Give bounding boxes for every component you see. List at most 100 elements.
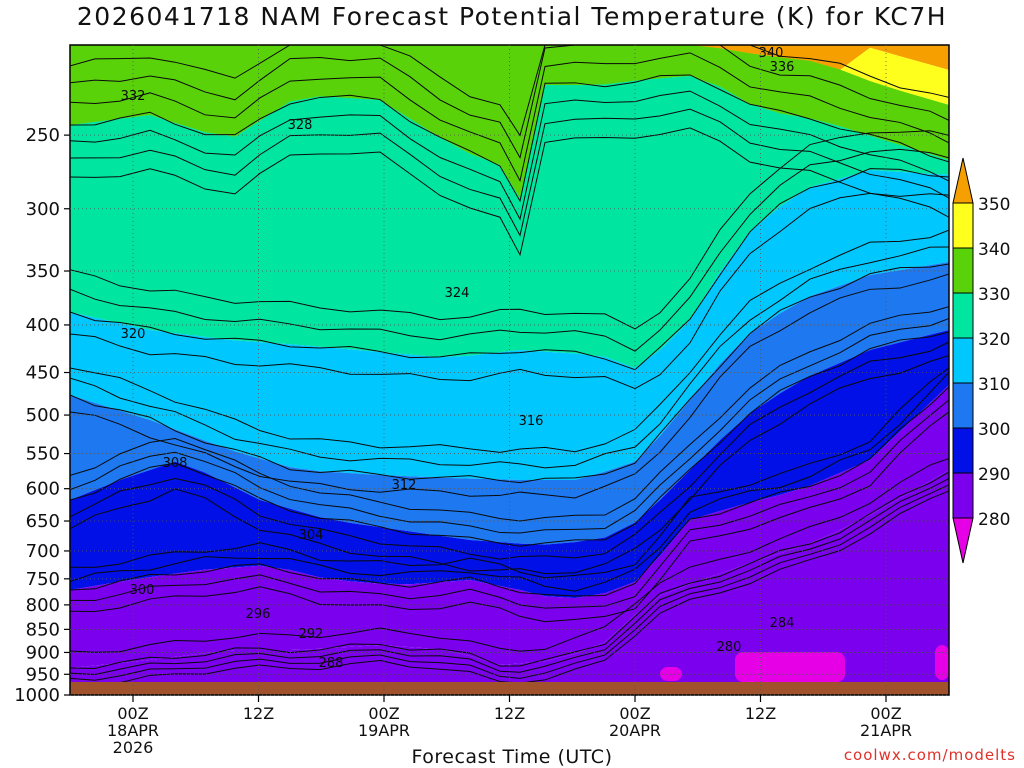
plot-area [70,45,949,695]
contour-label: 324 [445,286,470,301]
y-tick-label: 900 [26,642,60,663]
contour-line [70,411,949,623]
contour-line [70,341,949,560]
contour-line [70,74,949,203]
contour-label: 296 [246,607,271,622]
contour-label: 288 [319,656,344,671]
contour-line [70,273,949,499]
colorbar-label: 300 [978,420,1010,440]
x-tick-label: 00Z [619,704,650,723]
below-280-pocket [660,667,682,681]
contour-line [70,471,949,669]
contour-line [70,90,949,221]
y-tick-label: 600 [26,479,60,500]
y-tick-label: 500 [26,405,60,426]
colorbar-segment [952,247,974,294]
contour-line [70,478,949,675]
contour-line [70,192,949,390]
contour-line [70,306,949,522]
contour-label: 336 [770,60,795,75]
contour-label: 328 [288,118,313,133]
band-280-290 [70,385,949,668]
band-near-surface [70,470,949,695]
colorbar-label: 280 [978,510,1010,530]
contour-label: 332 [121,89,146,104]
contour-line [70,45,949,137]
contour-line [70,399,949,609]
contour-line [70,127,949,257]
colorbar-segment [952,292,974,339]
contour-label: 284 [770,616,795,631]
y-tick-label: 400 [26,315,60,336]
x-tick-label: 00Z [117,704,148,723]
x-tick-label: 12Z [745,704,776,723]
y-tick-label: 350 [26,261,60,282]
contour-line [70,371,949,592]
contour-line [70,148,949,352]
colorbar-segment [952,472,974,519]
contour-line [70,386,949,597]
contour-line [70,45,949,160]
y-tick-label: 450 [26,363,60,384]
colorbar-label: 290 [978,465,1010,485]
colorbar-cap-bottom [952,517,974,564]
x-tick-label: 12Z [494,704,525,723]
contour-line [70,331,949,547]
x-tick-label: 00Z [368,704,399,723]
y-tick-label: 950 [26,664,60,685]
x-tick-date: 21APR [860,721,912,740]
contour-line [70,246,949,469]
colorbar-label: 350 [978,195,1010,215]
grid-lines [70,45,949,696]
contour-line [70,367,949,579]
colorbar-label: 310 [978,375,1010,395]
colorbar-segment [952,427,974,474]
band-290-300 [70,330,949,599]
y-tick-label: 850 [26,619,60,640]
contour-label: 304 [299,528,324,543]
y-tick-label: 650 [26,511,60,532]
contour-line [70,229,949,453]
contour-line [70,317,949,534]
y-tick-label: 550 [26,444,60,465]
colorbar-segment [952,382,974,429]
colorbar-segment [952,202,974,249]
y-tick-label: 300 [26,199,60,220]
contour-line [70,52,949,183]
contour-line [70,108,949,237]
contour-label: 316 [519,414,544,429]
x-axis-title: Forecast Time (UTC) [411,746,613,768]
contour-line [70,484,949,681]
contour-label: 320 [121,327,146,342]
contour-line [70,263,949,484]
y-tick-label: 1000 [14,685,60,706]
contour-label: 280 [717,640,742,655]
y-tick-label: 700 [26,541,60,562]
contour-label: 340 [759,46,784,61]
x-tick-date: 20APR [609,721,661,740]
contour-line [70,458,949,653]
contour-label: 300 [130,583,155,598]
colorbar-segment [952,337,974,384]
contour-label: 308 [163,456,188,471]
x-tick-year: 2026 [113,738,154,757]
credit-text: coolwx.com/modelts [843,746,1016,764]
colorbar: 350 340 330 320 310 300 290 280 [952,157,1010,564]
chart-title: 2026041718 NAM Forecast Potential Temper… [76,2,948,31]
contour-line [70,168,949,371]
colorbar-label: 330 [978,285,1010,305]
below-280-pocket [735,652,845,682]
below-280-pocket [935,645,949,680]
x-tick-date: 18APR [107,721,159,740]
contour-label: 292 [299,627,324,642]
contour-line [70,130,949,330]
band-310-320 [70,170,949,480]
x-tick-label: 00Z [870,704,901,723]
y-tick-label: 800 [26,595,60,616]
band-300-310 [70,262,949,545]
contour-label: 312 [392,478,417,493]
